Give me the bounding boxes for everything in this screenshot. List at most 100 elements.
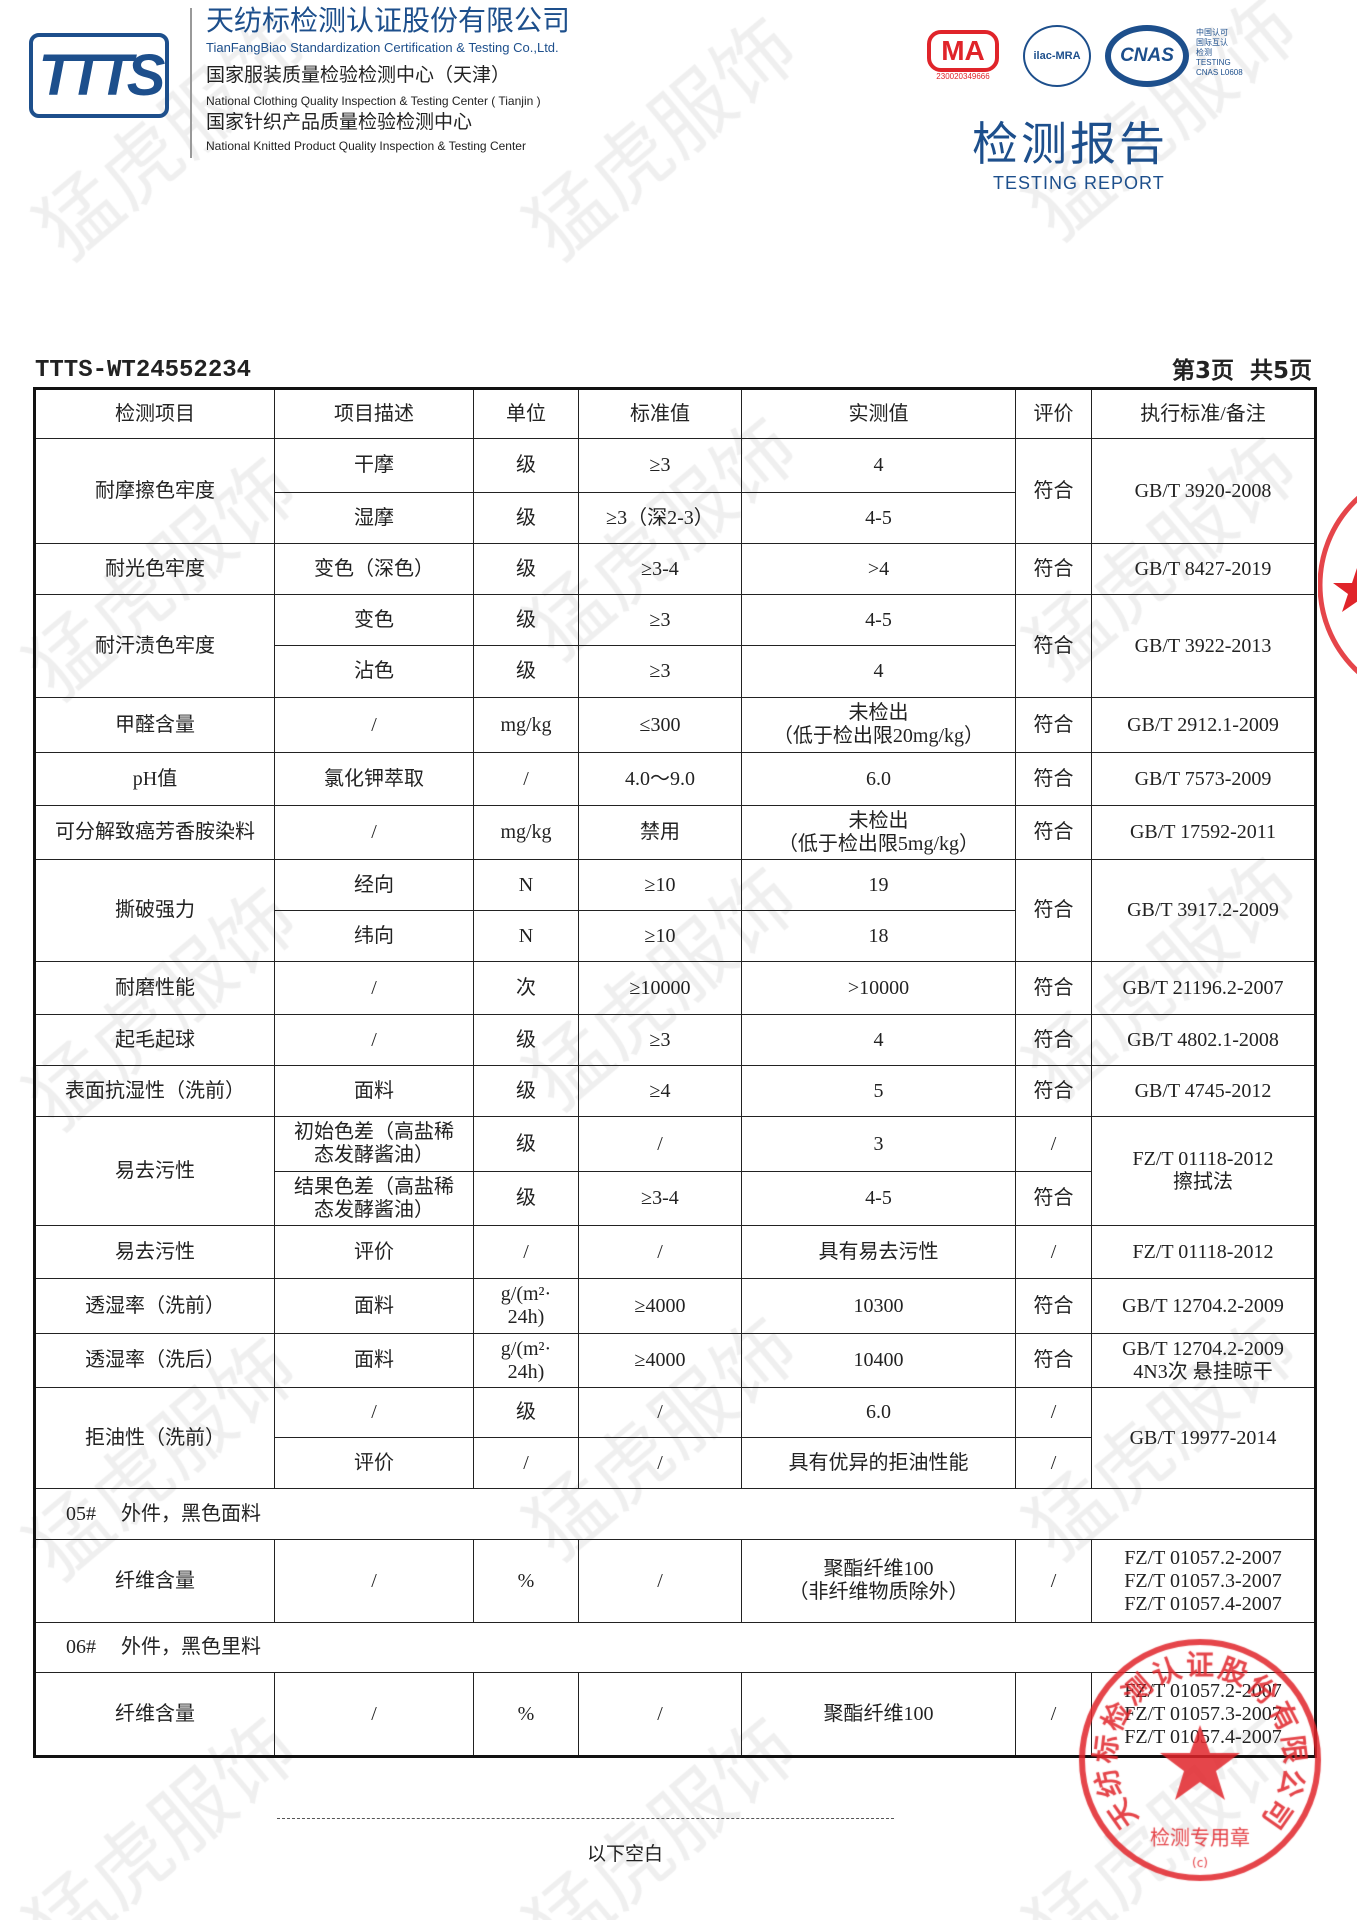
table-cell: 符合 <box>1015 1171 1092 1226</box>
table-cell: ≥10 <box>578 910 742 962</box>
table-cell: 干摩 <box>274 438 474 493</box>
report-title: 检测报告 <box>972 117 1168 171</box>
table-cell: 面料 <box>274 1065 474 1117</box>
center1-en: National Clothing Quality Inspection & T… <box>206 94 541 108</box>
table-cell: GB/T 21196.2-2007 <box>1091 961 1316 1015</box>
table-cell: 撕破强力 <box>34 859 275 962</box>
table-cell: 4-5 <box>741 492 1016 544</box>
table-cell: FZ/T 01118-2012 擦拭法 <box>1091 1116 1316 1226</box>
ilac-mark: ilac-MRA <box>1023 25 1091 87</box>
table-cell: 变色 <box>274 594 474 646</box>
table-cell: 面料 <box>274 1333 474 1388</box>
table-cell: ≥10 <box>578 859 742 911</box>
table-cell: 级 <box>473 1116 579 1172</box>
table-row: 耐磨性能 / 次 ≥10000 >10000 符合 GB/T 21196.2-2007 <box>34 961 1316 1015</box>
table-row: 拒油性（洗前） / 级/6.0/GB/T 19977-2014 <box>34 1387 1316 1489</box>
table-cell: 氯化钾萃取 <box>274 752 474 806</box>
table-cell: 符合 <box>1015 543 1092 595</box>
table-row: 透湿率（洗前） 面料 g/(m²· 24h) ≥4000 10300 符合 GB/T 1270… <box>34 1278 1316 1334</box>
table-cell: 符合 <box>1015 805 1092 860</box>
table-cell: 具有易去污性 <box>741 1225 1016 1279</box>
table-cell: 符合 <box>1015 1014 1092 1066</box>
table-cell: / <box>578 1116 742 1172</box>
table-cell: 级 <box>473 645 579 698</box>
column-header: 评价 <box>1015 388 1092 439</box>
table-cell: mg/kg <box>473 697 579 753</box>
partial-stamp <box>1318 495 1357 675</box>
cma-logo: MA 230020349666 <box>921 27 1005 85</box>
table-cell: 级 <box>473 1014 579 1066</box>
table-cell: 未检出 （低于检出限5mg/kg） <box>741 805 1016 860</box>
table-cell: 3 <box>741 1116 1016 1172</box>
table-cell: / <box>1015 1387 1092 1438</box>
test-results-table: 检测项目 项目描述 单位 标准值 实测值 评价 执行标准/备注 耐摩擦色牢度 干摩级 ≥3 4 符合 G… <box>33 387 1317 1758</box>
table-cell: 级 <box>473 438 579 493</box>
table-cell: 未检出 （低于检出限20mg/kg） <box>741 697 1016 753</box>
report-title-en: TESTING REPORT <box>993 173 1165 193</box>
table-cell: GB/T 3922-2013 <box>1091 594 1316 698</box>
table-cell: 耐磨性能 <box>34 961 275 1015</box>
table-cell: 拒油性（洗前） <box>34 1387 275 1489</box>
table-cell: / <box>274 1539 474 1623</box>
table-cell: / <box>274 1014 474 1066</box>
table-cell: 10400 <box>741 1333 1016 1388</box>
cnas-note-line: 国际互认 <box>1196 38 1228 47</box>
table-cell: 5 <box>741 1065 1016 1117</box>
table-cell: ≥3 <box>578 1014 742 1066</box>
report-number: TTTS-WT24552234 <box>35 357 252 384</box>
table-row: 易去污性 初始色差（高盐稀 态发酵酱油）级/3/FZ/T 01118-2012 擦拭法 <box>34 1116 1316 1226</box>
table-cell: 结果色差（高盐稀 态发酵酱油） <box>274 1171 474 1226</box>
table-cell: / <box>578 1387 742 1438</box>
table-cell: GB/T 4802.1-2008 <box>1091 1014 1316 1066</box>
table-cell: / <box>274 805 474 860</box>
table-cell: ≤300 <box>578 697 742 753</box>
table-cell: GB/T 12704.2-2009 4N3次 悬挂晾干 <box>1091 1333 1316 1388</box>
center2-cn: 国家针织产品质量检验检测中心 <box>206 112 473 133</box>
table-cell: 易去污性 <box>34 1116 275 1226</box>
table-cell: 10300 <box>741 1278 1016 1334</box>
table-header-row: 检测项目 项目描述 单位 标准值 实测值 评价 执行标准/备注 <box>34 388 1316 439</box>
end-line <box>277 1818 894 1819</box>
table-cell: 05# 外件，黑色面料 <box>34 1488 1316 1540</box>
table-cell: 评价 <box>274 1437 474 1489</box>
column-header: 项目描述 <box>274 388 474 439</box>
table-cell: 4-5 <box>741 594 1016 646</box>
table-cell: 符合 <box>1015 752 1092 806</box>
table-cell: / <box>274 961 474 1015</box>
table-cell: % <box>473 1539 579 1623</box>
table-cell: GB/T 7573-2009 <box>1091 752 1316 806</box>
table-cell: 耐汗渍色牢度 <box>34 594 275 698</box>
table-cell: 符合 <box>1015 697 1092 753</box>
table-cell: 级 <box>473 1065 579 1117</box>
table-cell: 符合 <box>1015 859 1092 962</box>
table-cell: 聚酯纤维100 <box>741 1672 1016 1757</box>
table-cell: 级 <box>473 1387 579 1438</box>
table-cell: ≥4000 <box>578 1333 742 1388</box>
table-cell: / <box>578 1539 742 1623</box>
table-cell: >4 <box>741 543 1016 595</box>
table-row: 耐汗渍色牢度 变色级 ≥3 4-5 符合 GB/T 3922-2013 <box>34 594 1316 698</box>
table-cell: 透湿率（洗前） <box>34 1278 275 1334</box>
table-cell: 可分解致癌芳香胺染料 <box>34 805 275 860</box>
table-cell: / <box>578 1672 742 1757</box>
table-cell: / <box>274 697 474 753</box>
cnas-note-line: 中国认可 <box>1196 28 1228 37</box>
table-cell: mg/kg <box>473 805 579 860</box>
table-row: 起毛起球 / 级 ≥3 4 符合 GB/T 4802.1-2008 <box>34 1014 1316 1066</box>
table-cell: ≥3-4 <box>578 1171 742 1226</box>
company-name-en: TianFangBiao Standardization Certificati… <box>206 40 559 55</box>
cma-mark: MA <box>927 30 999 72</box>
cnas-note: 中国认可 国际互认 检测 TESTING CNAS L0608 <box>1196 28 1243 78</box>
cma-number: 230020349666 <box>936 72 990 81</box>
table-row: 易去污性 评价 / / 具有易去污性 / FZ/T 01118-2012 <box>34 1225 1316 1279</box>
table-cell: 符合 <box>1015 961 1092 1015</box>
table-cell: 级 <box>473 543 579 595</box>
table-row: 湿摩级 ≥3（深2-3） 4-5 <box>35 492 1316 544</box>
table-cell: / <box>578 1437 742 1489</box>
table-cell: ≥3 <box>578 438 742 493</box>
table-cell: GB/T 3917.2-2009 <box>1091 859 1316 962</box>
table-row: 甲醛含量 / mg/kg ≤300 未检出 （低于检出限20mg/kg） 符合 GB/T 29… <box>34 697 1316 753</box>
table-cell: FZ/T 01118-2012 <box>1091 1225 1316 1279</box>
table-cell: 18 <box>741 910 1016 962</box>
table-cell: 级 <box>473 1171 579 1226</box>
